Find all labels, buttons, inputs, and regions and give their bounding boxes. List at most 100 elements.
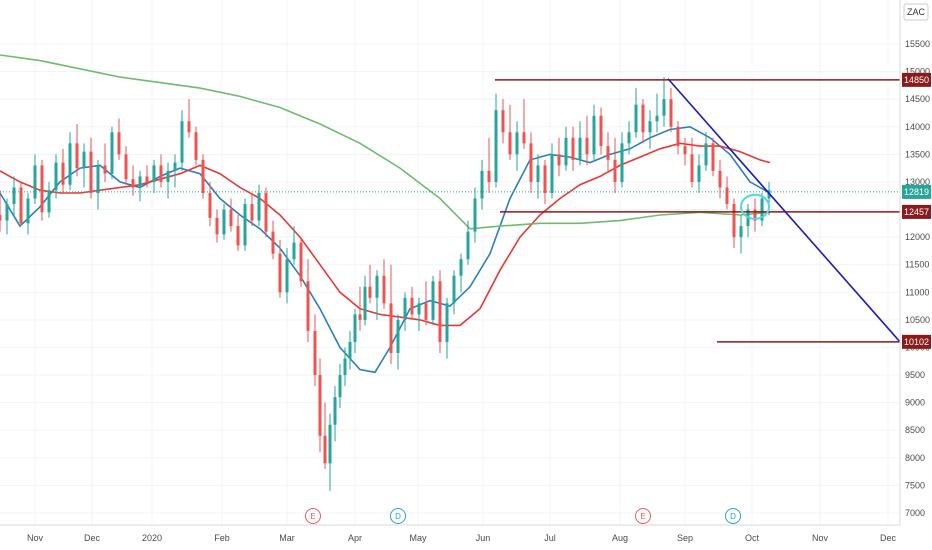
candle-body bbox=[306, 281, 310, 331]
price-tag-bg bbox=[902, 204, 931, 219]
candle-body bbox=[229, 209, 233, 227]
candle bbox=[194, 126, 198, 166]
candle bbox=[599, 107, 603, 155]
price-tag-label: 10102 bbox=[904, 337, 929, 347]
price-tag-label: 12457 bbox=[904, 207, 929, 217]
candle bbox=[222, 204, 226, 240]
candle-body bbox=[61, 162, 65, 185]
x-tick-label: Aug bbox=[612, 533, 628, 543]
symbol-badge[interactable] bbox=[903, 3, 929, 21]
y-tick-label: 14000 bbox=[905, 122, 930, 132]
candle bbox=[348, 330, 352, 370]
candle-body bbox=[89, 151, 93, 193]
candle bbox=[89, 137, 93, 199]
candle-body bbox=[697, 165, 701, 182]
y-tick-label: 7000 bbox=[905, 508, 925, 518]
candle bbox=[655, 93, 659, 133]
candle-body bbox=[417, 303, 421, 315]
candle-body bbox=[68, 143, 72, 185]
candle-body bbox=[313, 330, 317, 376]
candle-body bbox=[187, 121, 191, 133]
candle bbox=[753, 198, 757, 232]
candle-body bbox=[648, 121, 652, 133]
candle-body bbox=[522, 132, 526, 144]
candle bbox=[375, 270, 379, 320]
x-tick-label: Mar bbox=[279, 533, 295, 543]
candle bbox=[103, 143, 107, 182]
candle bbox=[620, 132, 624, 188]
candle-body bbox=[396, 319, 400, 353]
event-marker[interactable]: E bbox=[305, 508, 321, 524]
candle-body bbox=[194, 132, 198, 160]
y-tick-label: 8000 bbox=[905, 453, 925, 463]
candle-body bbox=[438, 281, 442, 342]
candle bbox=[473, 187, 477, 243]
candle bbox=[452, 270, 456, 315]
candle-body bbox=[343, 358, 347, 376]
candle-body bbox=[536, 165, 540, 182]
candle bbox=[760, 192, 764, 227]
candle-body bbox=[278, 253, 282, 293]
candle bbox=[243, 198, 247, 251]
candle-body bbox=[19, 187, 23, 224]
candle bbox=[201, 154, 205, 199]
symbol-label: ZAC bbox=[907, 7, 926, 17]
price-tag: 12819 bbox=[902, 184, 931, 199]
candle bbox=[117, 118, 121, 160]
candle bbox=[683, 137, 687, 166]
candle-body bbox=[711, 143, 715, 171]
x-tick-label: Dec bbox=[84, 533, 101, 543]
event-marker-label: D bbox=[730, 512, 736, 521]
candle bbox=[343, 347, 347, 387]
price-tag-bg bbox=[902, 184, 931, 199]
candle bbox=[131, 165, 135, 196]
candle-body bbox=[292, 242, 296, 260]
x-tick-label: Sep bbox=[677, 533, 693, 543]
candle bbox=[438, 270, 442, 353]
candle-body bbox=[299, 242, 303, 282]
candle bbox=[96, 159, 100, 210]
candle bbox=[725, 176, 729, 210]
candle-body bbox=[375, 275, 379, 298]
event-marker[interactable]: E bbox=[635, 508, 651, 524]
candle bbox=[278, 239, 282, 298]
candle-body bbox=[592, 115, 596, 155]
candle-body bbox=[131, 179, 135, 188]
candle-body bbox=[180, 121, 184, 163]
event-marker[interactable]: D bbox=[725, 508, 741, 524]
candle bbox=[424, 281, 428, 326]
candle bbox=[180, 110, 184, 171]
candle-body bbox=[328, 424, 332, 464]
candle bbox=[250, 192, 254, 227]
candle-body bbox=[515, 132, 519, 155]
candle-body bbox=[338, 375, 342, 398]
candle bbox=[529, 132, 533, 193]
candle-body bbox=[424, 303, 428, 320]
candle-body bbox=[82, 151, 86, 169]
candle-body bbox=[208, 192, 212, 218]
candle-body bbox=[557, 154, 561, 166]
candle-body bbox=[487, 170, 491, 182]
candle-body bbox=[173, 162, 177, 171]
ma-line-1 bbox=[0, 125, 771, 374]
candle bbox=[358, 286, 362, 331]
candle bbox=[236, 215, 240, 251]
candle-body bbox=[333, 397, 337, 425]
candle bbox=[124, 146, 128, 185]
candle-body bbox=[285, 259, 289, 293]
candle-body bbox=[508, 132, 512, 155]
price-tags: 14850 12819 12457 10102 bbox=[902, 72, 931, 349]
candle-body bbox=[257, 192, 261, 221]
y-tick-label: 9000 bbox=[905, 398, 925, 408]
candle-body bbox=[620, 143, 624, 182]
x-tick-label: Feb bbox=[214, 533, 230, 543]
candle-body bbox=[718, 170, 722, 188]
candle bbox=[641, 99, 645, 144]
x-tick-label: Oct bbox=[745, 533, 760, 543]
candle-body bbox=[578, 137, 582, 160]
candle bbox=[0, 190, 2, 232]
event-marker[interactable]: D bbox=[390, 508, 406, 524]
candle-body bbox=[466, 231, 470, 260]
